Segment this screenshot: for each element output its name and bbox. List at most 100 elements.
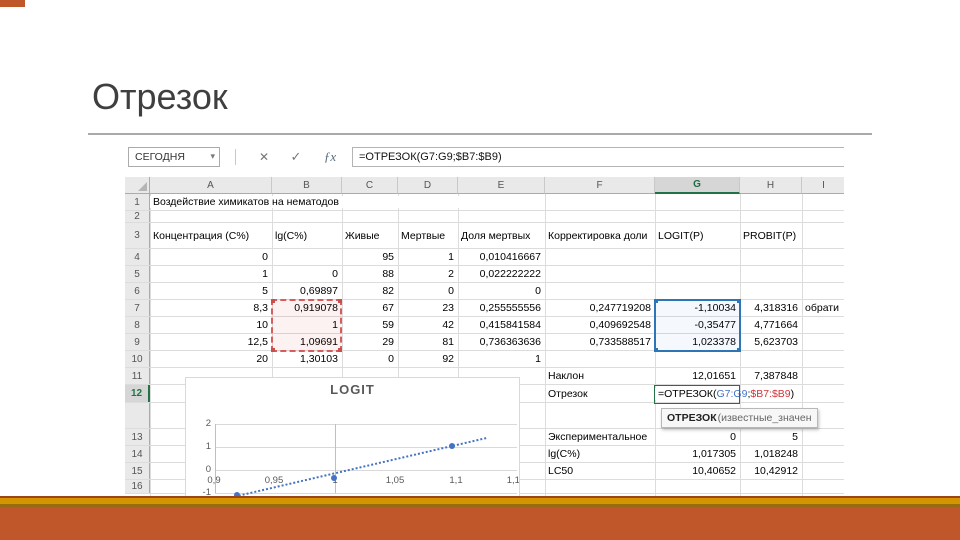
cell-a4[interactable]: 0 (262, 251, 268, 263)
column-header-h[interactable]: H (740, 177, 802, 194)
cell-d6[interactable]: 0 (448, 285, 454, 297)
cell-b10[interactable]: 1,30103 (300, 353, 338, 365)
cell-f3[interactable]: Корректировка доли (548, 229, 648, 242)
cell-c7[interactable]: 67 (382, 302, 394, 314)
cell-b6[interactable]: 0,69897 (300, 285, 338, 297)
cell-h9[interactable]: 5,623703 (754, 336, 798, 348)
cell-a8[interactable]: 10 (256, 319, 268, 331)
row-header-11[interactable]: 11 (125, 368, 150, 384)
cell-d9[interactable]: 81 (442, 336, 454, 348)
cell-h14[interactable]: 1,018248 (754, 448, 798, 460)
cell-c8[interactable]: 59 (382, 319, 394, 331)
row-header-2[interactable]: 2 (125, 211, 150, 222)
cell-d10[interactable]: 92 (442, 353, 454, 365)
row-header-7[interactable]: 7 (125, 300, 150, 316)
cell-g9[interactable]: 1,023378 (692, 336, 736, 348)
cell-b8[interactable]: 1 (332, 319, 338, 331)
row-header-9[interactable]: 9 (125, 334, 150, 350)
row-header-8[interactable]: 8 (125, 317, 150, 333)
cell-f13[interactable]: Экспериментальное (548, 431, 648, 443)
cell-g7[interactable]: -1,10034 (694, 302, 736, 314)
cell-d5[interactable]: 2 (448, 268, 454, 280)
column-header-a[interactable]: A (150, 177, 272, 194)
cell-a9[interactable]: 12,5 (247, 336, 268, 348)
cell-e8[interactable]: 0,415841584 (479, 319, 541, 331)
cell-f8[interactable]: 0,409692548 (589, 319, 651, 331)
cell-d7[interactable]: 23 (442, 302, 454, 314)
cell-g13[interactable]: 0 (730, 431, 736, 443)
cell-g11[interactable]: 12,01651 (692, 370, 736, 382)
row-header-13[interactable]: 13 (125, 429, 150, 445)
cell-f12[interactable]: Отрезок (548, 387, 588, 400)
cell-b7[interactable]: 0,919078 (294, 302, 338, 314)
cell-f9[interactable]: 0,733588517 (589, 336, 651, 348)
cell-d8[interactable]: 42 (442, 319, 454, 331)
column-header-e[interactable]: E (458, 177, 545, 194)
column-header-d[interactable]: D (398, 177, 458, 194)
cell-a7[interactable]: 8,3 (253, 302, 268, 314)
cell-h15[interactable]: 10,42912 (754, 465, 798, 477)
cell-c4[interactable]: 95 (382, 251, 394, 263)
row-header-3[interactable]: 3 (125, 223, 150, 248)
cell-h13[interactable]: 5 (792, 431, 798, 443)
row-header-14[interactable]: 14 (125, 446, 150, 462)
enter-icon[interactable]: ✓ (290, 149, 302, 164)
cell-b3[interactable]: lg(C%) (275, 229, 308, 242)
column-header-b[interactable]: B (272, 177, 342, 194)
row-header-15[interactable]: 15 (125, 463, 150, 479)
cell-g12-formula[interactable]: =ОТРЕЗОК(G7:G9;$B7:$B9) (655, 387, 794, 400)
cell-e7[interactable]: 0,255555556 (479, 302, 541, 314)
cell-e9[interactable]: 0,736363636 (479, 336, 541, 348)
column-header-i[interactable]: I (802, 177, 844, 194)
row-header-6[interactable]: 6 (125, 283, 150, 299)
formula-input[interactable]: =ОТРЕЗОК(G7:G9;$B7:$B9) (352, 147, 844, 167)
cell-g8[interactable]: -0,35477 (694, 319, 736, 331)
cell-e6[interactable]: 0 (535, 285, 541, 297)
cell-c5[interactable]: 88 (382, 268, 394, 280)
cell-h8[interactable]: 4,771664 (754, 319, 798, 331)
row-header-4[interactable]: 4 (125, 249, 150, 265)
row-header-1[interactable]: 1 (125, 194, 150, 210)
cell-h7[interactable]: 4,318316 (754, 302, 798, 314)
logit-chart[interactable]: LOGIT 2 1 0 -1 0,9 0,95 1 1,05 1,1 1,15 (185, 377, 520, 496)
cell-b9[interactable]: 1,09691 (300, 336, 338, 348)
column-header-g-selected[interactable]: G (655, 177, 740, 194)
cell-e10[interactable]: 1 (535, 353, 541, 365)
cell-e5[interactable]: 0,022222222 (479, 268, 541, 280)
row-header-16[interactable]: 16 (125, 480, 150, 493)
cell-c3[interactable]: Живые (345, 229, 380, 242)
cell-f11[interactable]: Наклон (548, 370, 585, 382)
cancel-icon[interactable]: ✕ (258, 150, 270, 164)
cell-h11[interactable]: 7,387848 (754, 370, 798, 382)
column-header-f[interactable]: F (545, 177, 655, 194)
cell-i7[interactable]: обрати (805, 302, 839, 314)
cell-e4[interactable]: 0,010416667 (479, 251, 541, 263)
cell-d4[interactable]: 1 (448, 251, 454, 263)
name-box[interactable]: СЕГОДНЯ ▾ (128, 147, 220, 167)
cell-g3[interactable]: LOGIT(P) (658, 229, 704, 242)
column-header-c[interactable]: C (342, 177, 398, 194)
cell-g15[interactable]: 10,40652 (692, 465, 736, 477)
row-header-12-active[interactable]: 12 (125, 385, 150, 402)
cell-b5[interactable]: 0 (332, 268, 338, 280)
cell-c10[interactable]: 0 (388, 353, 394, 365)
cell-f15[interactable]: LC50 (548, 465, 574, 477)
cell-f7[interactable]: 0,247719208 (589, 302, 651, 314)
cell-a10[interactable]: 20 (256, 353, 268, 365)
cell-c9[interactable]: 29 (382, 336, 394, 348)
row-header-10[interactable]: 10 (125, 351, 150, 367)
row-header-5[interactable]: 5 (125, 266, 150, 282)
cell-a1[interactable]: Воздействие химикатов на нематодов (150, 196, 545, 208)
cell-a3[interactable]: Концентрация (С%) (153, 229, 250, 242)
cell-f14[interactable]: lg(C%) (548, 448, 581, 460)
cell-a6[interactable]: 5 (262, 285, 268, 297)
insert-function-icon[interactable]: ƒx (323, 149, 337, 164)
cell-a5[interactable]: 1 (262, 268, 268, 280)
cell-c6[interactable]: 82 (382, 285, 394, 297)
cell-h3[interactable]: PROBIT(P) (743, 229, 797, 242)
cell-g14[interactable]: 1,017305 (692, 448, 736, 460)
cell-e3[interactable]: Доля мертвых (461, 229, 531, 242)
chevron-down-icon[interactable]: ▾ (210, 151, 215, 161)
cell-d3[interactable]: Мертвые (401, 229, 446, 242)
select-all-corner[interactable] (125, 177, 150, 194)
